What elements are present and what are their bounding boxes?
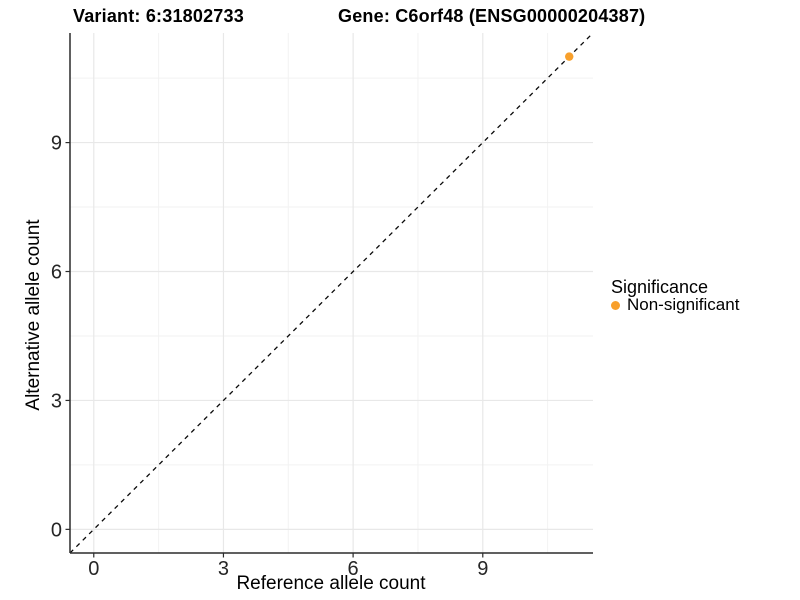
legend-title: Significance (611, 277, 709, 297)
data-point (565, 52, 574, 61)
x-axis-title: Reference allele count (236, 573, 426, 594)
x-tick-label: 0 (88, 558, 99, 580)
y-tick-label: 3 (51, 390, 62, 412)
x-tick-label: 3 (218, 558, 229, 580)
y-axis-title: Alternative allele count (23, 219, 44, 411)
legend-item-label: Non-significant (627, 295, 740, 314)
identity-reference-line (69, 32, 594, 554)
plot-title-variant: Variant: 6:31802733 (73, 6, 244, 26)
plot-title-gene: Gene: C6orf48 (ENSG00000204387) (338, 6, 646, 26)
legend-dot-icon (611, 301, 620, 310)
x-tick-label: 9 (477, 558, 488, 580)
y-tick-label: 0 (51, 519, 62, 541)
y-tick-label: 9 (51, 133, 62, 155)
y-tick-label: 6 (51, 262, 62, 284)
x-tick-label: 6 (348, 558, 359, 580)
